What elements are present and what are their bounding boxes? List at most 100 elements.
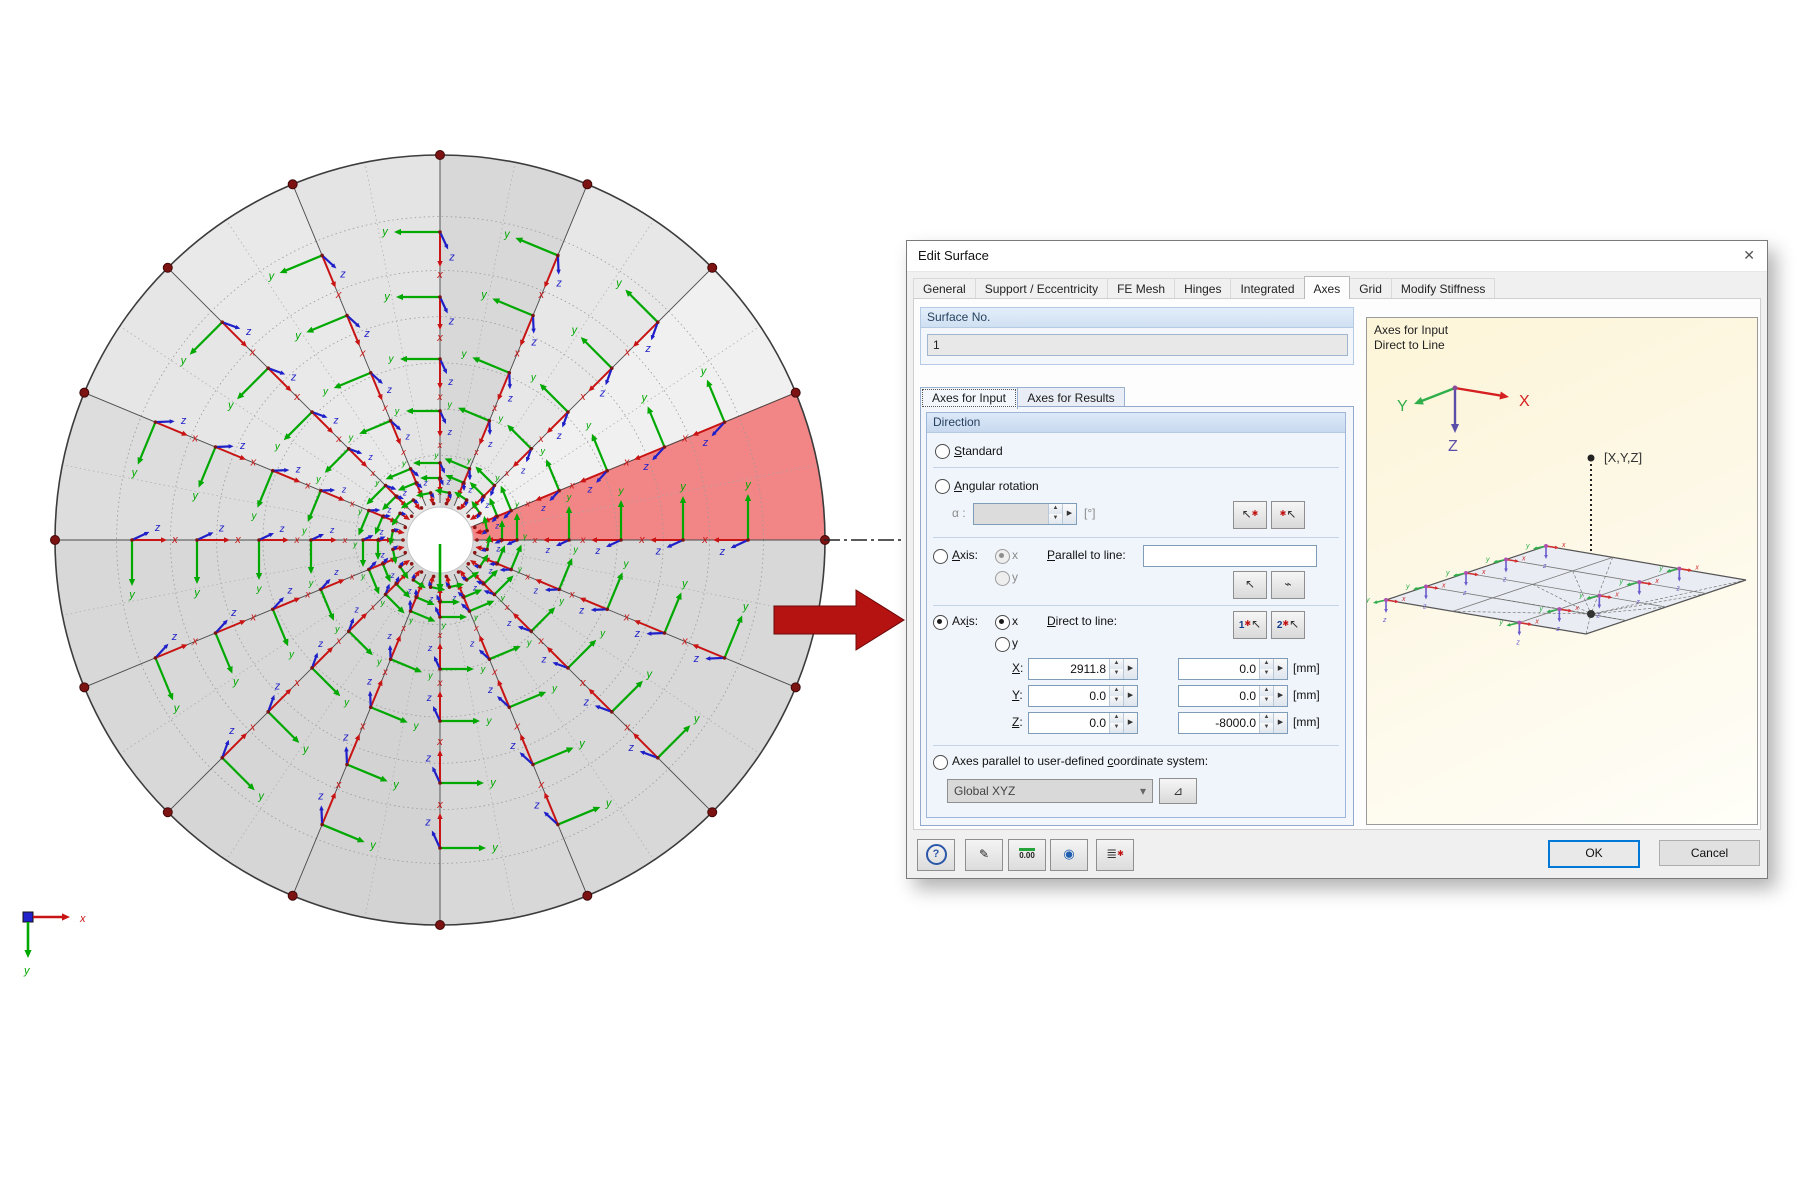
svg-text:x: x xyxy=(349,499,355,509)
dialog-titlebar[interactable]: Edit Surface ✕ xyxy=(907,241,1767,272)
z1-field[interactable]: 0.0 ▲ ▼ ▶ xyxy=(1028,712,1138,734)
axis-direct-label: Axis: xyxy=(952,614,979,628)
subtab-axes-for-input[interactable]: Axes for Input xyxy=(920,387,1018,409)
svg-text:x: x xyxy=(681,433,688,445)
svg-text:y: y xyxy=(480,664,486,674)
pick-point-2-button[interactable]: 2✱↖ xyxy=(1271,611,1305,639)
svg-text:x: x xyxy=(579,391,586,403)
spin-up-icon[interactable]: ▲ xyxy=(1049,504,1062,514)
surface-no-header: Surface No. xyxy=(921,308,1353,328)
ucs-select[interactable]: Global XYZ ▾ xyxy=(947,779,1153,803)
apply-to-selected-button[interactable]: ≣✱ xyxy=(1096,839,1134,871)
svg-text:y: y xyxy=(744,479,752,491)
chevron-down-icon: ▾ xyxy=(1139,784,1146,798)
svg-text:y: y xyxy=(486,716,493,727)
axis-direct-y-radio[interactable] xyxy=(995,637,1010,652)
svg-text:z: z xyxy=(390,571,395,580)
direct-to-line-label: Direct to line: xyxy=(1047,614,1118,628)
tab-general[interactable]: General xyxy=(913,278,976,299)
z-unit-label: [mm] xyxy=(1293,715,1320,729)
tab-integrated[interactable]: Integrated xyxy=(1230,278,1305,299)
pencil-icon: ✎ xyxy=(978,847,990,861)
svg-text:z: z xyxy=(427,643,433,653)
axes-for-input-page: Direction Standard Angular rotation α : … xyxy=(920,406,1354,826)
list-icon: ≣ xyxy=(1106,846,1118,861)
svg-text:z: z xyxy=(180,415,187,427)
svg-text:y: y xyxy=(1498,620,1503,627)
svg-text:z: z xyxy=(295,465,301,476)
subtab-axes-for-results[interactable]: Axes for Results xyxy=(1017,387,1125,408)
ok-button[interactable]: OK xyxy=(1548,840,1640,868)
svg-text:x: x xyxy=(504,602,510,612)
comment-button[interactable]: ✎ xyxy=(965,839,1003,871)
svg-text:z: z xyxy=(627,742,634,754)
tab-hinges[interactable]: Hinges xyxy=(1174,278,1232,299)
svg-text:y: y xyxy=(551,683,558,694)
spin-down-icon[interactable]: ▼ xyxy=(1049,514,1062,524)
svg-text:x: x xyxy=(504,468,510,478)
z2-field[interactable]: -8000.0 ▲ ▼ ▶ xyxy=(1178,712,1288,734)
angular-rotation-radio[interactable] xyxy=(935,479,950,494)
svg-text:z: z xyxy=(484,501,489,510)
x2-field[interactable]: 0.0 ▲ ▼ ▶ xyxy=(1178,658,1288,680)
svg-text:x: x xyxy=(1614,592,1619,599)
svg-text:x: x xyxy=(304,480,311,491)
svg-text:x: x xyxy=(79,913,86,925)
x-coord-label: X: xyxy=(1012,661,1024,675)
axis-parallel-x-radio[interactable] xyxy=(995,549,1010,564)
svg-text:y: y xyxy=(380,599,386,608)
axis-parallel-y-radio[interactable] xyxy=(995,571,1010,586)
pick-point-1-button[interactable]: 1✱↖ xyxy=(1233,611,1267,639)
tab-fe-mesh[interactable]: FE Mesh xyxy=(1107,278,1176,299)
edit-coordinate-system-button[interactable]: ⊿ xyxy=(1159,778,1197,804)
svg-text:x: x xyxy=(569,590,576,601)
pick-angle-button-2[interactable]: ✱↖ xyxy=(1271,501,1305,529)
display-properties-button[interactable]: ◉ xyxy=(1050,839,1088,871)
svg-text:y: y xyxy=(257,791,265,803)
help-button[interactable]: ? xyxy=(917,839,955,871)
parallel-to-line-label: Parallel to line: xyxy=(1047,548,1126,562)
svg-text:z: z xyxy=(245,326,252,338)
svg-text:y: y xyxy=(288,650,295,661)
axis-direct-y-label: y xyxy=(1012,636,1018,650)
y1-field[interactable]: 0.0 ▲ ▼ ▶ xyxy=(1028,685,1138,707)
tab-axes[interactable]: Axes xyxy=(1303,276,1351,299)
axis-parallel-radio[interactable] xyxy=(933,549,948,564)
svg-text:z: z xyxy=(555,278,562,290)
svg-text:z: z xyxy=(1595,613,1600,620)
pick-angle-button-1[interactable]: ↖✱ xyxy=(1233,501,1267,529)
x1-field[interactable]: 2911.8 ▲ ▼ ▶ xyxy=(1028,658,1138,680)
standard-radio[interactable] xyxy=(935,444,950,459)
svg-text:z: z xyxy=(423,479,428,488)
axis-direct-x-radio[interactable] xyxy=(995,615,1010,630)
svg-text:y: y xyxy=(343,698,350,709)
svg-text:y: y xyxy=(640,392,648,404)
tab-support-eccentricity[interactable]: Support / Eccentricity xyxy=(974,278,1109,299)
close-icon[interactable]: ✕ xyxy=(1743,247,1755,263)
eye-icon: ◉ xyxy=(1063,846,1075,861)
tab-grid[interactable]: Grid xyxy=(1349,278,1392,299)
svg-text:x: x xyxy=(473,447,479,457)
pick-line-button[interactable]: ↖ xyxy=(1233,571,1267,599)
y2-field[interactable]: 0.0 ▲ ▼ ▶ xyxy=(1178,685,1288,707)
svg-text:z: z xyxy=(366,677,372,688)
svg-text:z: z xyxy=(380,550,385,559)
svg-text:z: z xyxy=(556,431,562,442)
parallel-line-input[interactable] xyxy=(1143,545,1317,567)
svg-text:x: x xyxy=(437,392,444,403)
svg-text:z: z xyxy=(1502,577,1507,584)
cancel-button[interactable]: Cancel xyxy=(1659,840,1760,866)
svg-text:X: X xyxy=(1519,393,1530,410)
select-line-button[interactable]: ⌁ xyxy=(1271,571,1305,599)
axis-direct-radio[interactable] xyxy=(933,615,948,630)
svg-text:x: x xyxy=(1521,556,1526,563)
svg-text:x: x xyxy=(681,635,688,647)
svg-text:y: y xyxy=(599,628,606,639)
tab-modify-stiffness[interactable]: Modify Stiffness xyxy=(1390,278,1496,299)
axes-parallel-ucs-radio[interactable] xyxy=(933,755,948,770)
alpha-field[interactable]: ▲ ▼ ▶ xyxy=(973,503,1077,525)
more-options-icon[interactable]: ▶ xyxy=(1062,504,1076,524)
tab-page-axes: Surface No. 1 Axes for Input Axes for Re… xyxy=(913,298,1761,830)
units-button[interactable]: 0.00 xyxy=(1008,839,1046,871)
